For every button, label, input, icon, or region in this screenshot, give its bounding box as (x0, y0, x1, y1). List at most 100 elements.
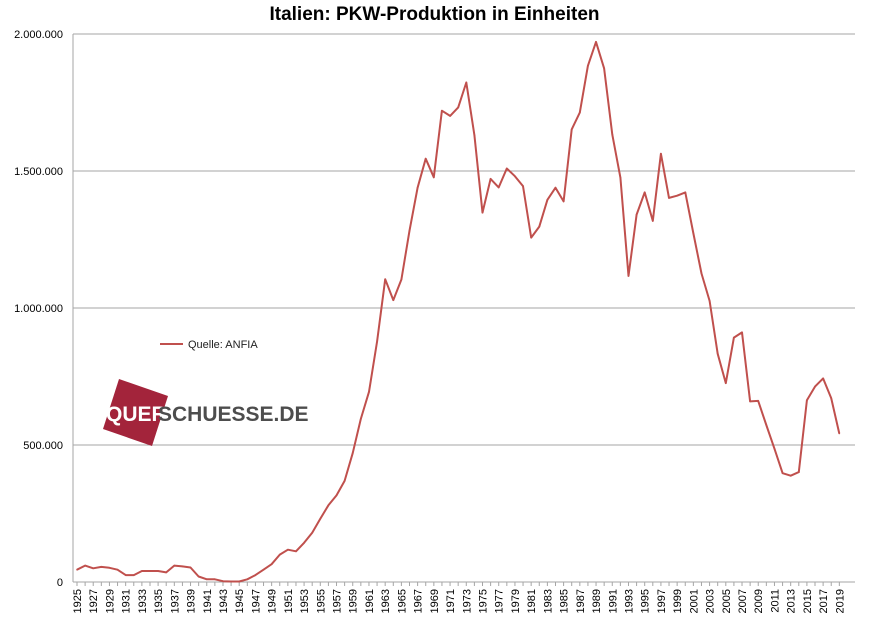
y-tick-label: 0 (57, 577, 63, 589)
y-tick-label: 500.000 (23, 440, 63, 452)
data-point (708, 300, 711, 302)
data-point (335, 494, 338, 497)
data-point (716, 353, 719, 355)
data-point (287, 548, 289, 551)
data-point (197, 575, 200, 578)
data-point (773, 448, 776, 450)
gridlines (73, 33, 855, 446)
data-point (400, 278, 403, 281)
data-point (360, 418, 362, 420)
data-point (165, 571, 167, 574)
data-point (497, 186, 500, 189)
x-tick-label: 2011 (769, 589, 781, 613)
x-axis: 1925 1927 1929 1931 1933 1935 1937 1939 1941 1943… (72, 581, 855, 613)
data-point (408, 229, 411, 232)
x-tick-label: 2013 (786, 589, 798, 613)
data-point (222, 580, 224, 582)
data-point (619, 176, 622, 179)
data-point (473, 134, 476, 136)
data-point (798, 471, 800, 473)
data-point (506, 167, 508, 170)
data-point (230, 580, 232, 583)
watermark-box (103, 379, 168, 446)
series-group (76, 40, 841, 583)
x-tick-label: 1949 (267, 589, 279, 613)
data-point (546, 199, 549, 201)
data-point (684, 191, 687, 194)
x-tick-label: 1933 (137, 589, 149, 613)
data-point (303, 542, 305, 544)
data-point (554, 186, 557, 189)
data-point (319, 517, 322, 520)
x-tick-label: 2015 (802, 589, 814, 613)
x-tick-label: 1973 (461, 589, 473, 613)
data-point (433, 176, 435, 179)
y-tick-label: 2.000.000 (14, 29, 63, 41)
data-point (603, 67, 605, 70)
data-point (627, 275, 630, 277)
data-point (262, 568, 265, 571)
data-point (424, 157, 427, 160)
x-tick-label: 1979 (510, 589, 522, 613)
x-tick-label: 1931 (121, 589, 133, 613)
data-point (343, 480, 346, 482)
data-point (741, 331, 743, 334)
data-point (814, 385, 816, 388)
x-tick-label: 1929 (104, 589, 116, 613)
x-tick-label: 1939 (186, 589, 198, 613)
data-point (562, 200, 565, 203)
data-point (254, 574, 257, 576)
y-tick-label: 1.000.000 (14, 303, 63, 315)
data-point (295, 550, 297, 553)
data-point (238, 580, 240, 583)
legend: Quelle: ANFIA (160, 339, 258, 351)
data-point (725, 382, 727, 384)
x-tick-label: 1969 (429, 589, 441, 613)
x-tick-label: 2003 (705, 589, 717, 613)
x-tick-label: 1957 (332, 589, 344, 613)
data-point (124, 574, 127, 576)
data-point (611, 133, 614, 136)
data-point (92, 567, 94, 570)
x-tick-label: 2009 (753, 589, 765, 613)
x-tick-label: 1975 (478, 589, 490, 613)
x-tick-label: 2019 (834, 589, 846, 613)
data-point (781, 472, 784, 475)
x-tick-label: 1977 (494, 589, 506, 613)
data-point (189, 566, 192, 569)
x-tick-label: 2005 (721, 589, 733, 613)
data-point (676, 194, 678, 197)
x-tick-label: 1935 (153, 589, 165, 613)
data-point (116, 568, 119, 571)
data-point (206, 578, 208, 581)
data-point (822, 377, 824, 380)
x-tick-label: 1925 (72, 589, 84, 613)
data-point (76, 568, 78, 571)
data-point (214, 578, 216, 581)
x-tick-label: 1991 (607, 589, 619, 613)
x-tick-label: 1963 (380, 589, 392, 613)
data-point (465, 81, 468, 84)
data-point (384, 278, 387, 281)
x-tick-label: 1943 (218, 589, 230, 613)
x-tick-label: 1959 (348, 589, 360, 613)
data-point (570, 128, 573, 131)
x-tick-label: 1965 (396, 589, 408, 613)
data-point (270, 563, 273, 565)
data-point (181, 565, 184, 568)
x-tick-label: 1945 (234, 589, 246, 613)
x-tick-label: 1989 (591, 589, 603, 613)
y-tick-label: 1.500.000 (14, 166, 63, 178)
data-point (311, 531, 314, 534)
data-point (149, 570, 151, 572)
data-point (376, 340, 378, 343)
series-line (76, 40, 841, 583)
data-point (530, 236, 532, 239)
x-tick-label: 1941 (202, 589, 214, 613)
data-point (489, 178, 492, 180)
x-tick-label: 1937 (169, 589, 181, 613)
data-point (692, 232, 695, 235)
watermark-text-part2: SCHUESSE.DE (158, 403, 309, 426)
x-tick-label: 1999 (672, 589, 684, 613)
